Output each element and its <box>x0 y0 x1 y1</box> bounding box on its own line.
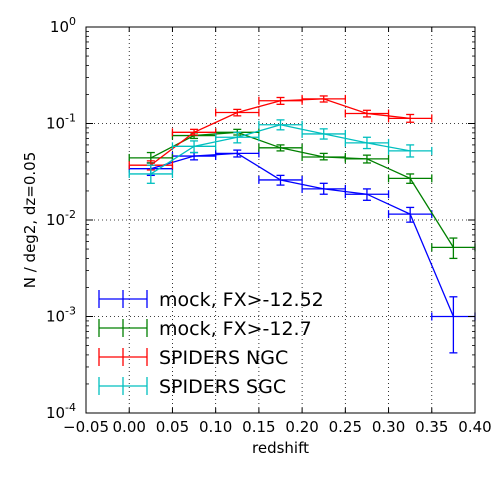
x-tick-label: 0.05 <box>156 418 189 436</box>
data-series <box>128 94 476 354</box>
x-tick-label: 0.15 <box>242 418 275 436</box>
y-tick-label: 10-3 <box>46 305 76 326</box>
x-tick-label: 0.30 <box>372 418 405 436</box>
series-3 <box>128 94 433 171</box>
legend-label: mock, FX>-12.7 <box>159 318 312 340</box>
legend-entry: mock, FX>-12.52 <box>98 289 324 311</box>
y-tick-label: 10-4 <box>46 401 76 422</box>
x-axis-title: redshift <box>252 439 309 457</box>
x-tick-label: 0.40 <box>458 418 491 436</box>
x-tick-label: 0.10 <box>199 418 232 436</box>
legend: mock, FX>-12.52 mock, FX>-12.7 SPIDERS NGC… <box>98 289 324 398</box>
x-tick-label: −0.05 <box>63 418 109 436</box>
series-4 <box>128 119 433 184</box>
legend-entry: SPIDERS NGC <box>98 347 288 369</box>
series-2 <box>128 128 476 260</box>
y-tick-label: 10-1 <box>46 112 76 133</box>
x-tick-label: 0.25 <box>329 418 362 436</box>
grid-lines <box>86 27 475 413</box>
x-tick-label: 0.35 <box>415 418 448 436</box>
legend-label: mock, FX>-12.52 <box>159 289 324 311</box>
legend-entry: mock, FX>-12.7 <box>98 318 312 340</box>
y-axis-title: N / deg2, dz=0.05 <box>21 152 39 289</box>
x-tick-label: 0.20 <box>285 418 318 436</box>
legend-label: SPIDERS SGC <box>159 376 286 398</box>
legend-label: SPIDERS NGC <box>159 347 288 369</box>
axis-ticks: −0.05 0.00 0.05 0.10 0.15 0.20 0.25 0.30 0.35 0.4… <box>46 15 492 436</box>
x-tick-label: 0.00 <box>113 418 146 436</box>
legend-entry: SPIDERS SGC <box>98 376 286 398</box>
y-tick-label: 10-2 <box>46 208 76 229</box>
y-tick-label: 100 <box>50 15 76 36</box>
